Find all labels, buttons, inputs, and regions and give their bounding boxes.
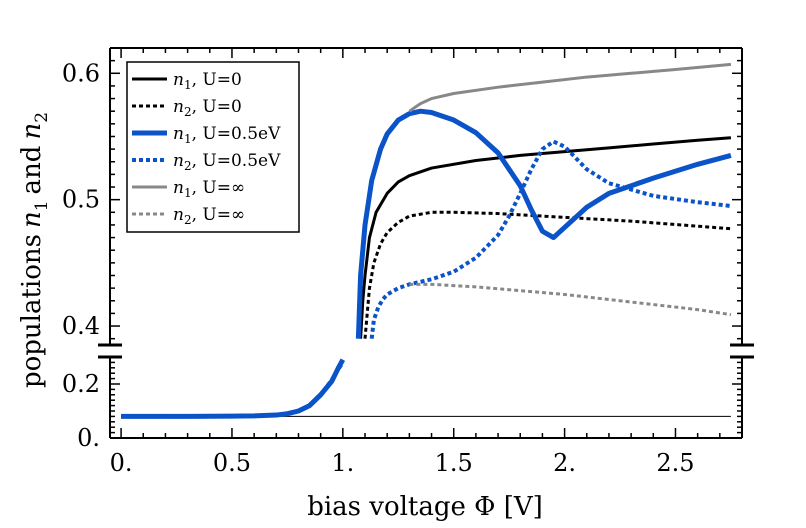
y-tick-label-lower: 0. [77,424,100,452]
series-line-2 [363,210,732,339]
legend-label-4: n2, U=0.5eV [173,151,281,173]
x-tick-label: 2. [553,449,576,477]
legend: n1, U=0 n2, U=0 n1, U=0.5eV n2, U=0.5eV n1, … [126,61,300,233]
x-tick-label: 1.5 [435,449,473,477]
legend-label-6: n2, U=∞ [173,205,245,227]
series-line-5 [408,62,732,113]
y-tick-label-upper: 0.6 [62,59,100,87]
series-line-4 [369,139,732,339]
legend-label-5: n1, U=∞ [173,178,245,200]
x-tick-label: 0. [110,449,133,477]
y-axis-title: populationsn1andn2 [17,112,52,388]
legend-label-1: n1, U=0 [173,70,242,92]
low-bias-curve-dashed [121,361,345,419]
y-tick-label-lower: 0.2 [62,370,100,398]
series-line-1 [359,136,732,339]
x-tick-label: 0.5 [213,449,251,477]
tick-labels: 0. 0.5 1. 1.5 2. 2.5 0.4 0.5 0.6 0. 0.2 [62,59,695,477]
y-axis-title-sub2: 2 [32,112,52,123]
y-axis-title-n1: n [17,211,47,228]
y-axis-title-sub1: 1 [32,200,52,211]
axes [98,47,754,439]
y-tick-label-upper: 0.5 [62,186,100,214]
legend-label-2: n2, U=0 [173,97,242,119]
y-tick-label-upper: 0.4 [62,312,100,340]
x-axis-title: bias voltage Φ [V] [307,492,543,522]
y-axis-title-n2: n [17,123,47,140]
x-tick-label: 2.5 [656,449,694,477]
legend-label-3: n1, U=0.5eV [173,124,281,146]
series-line-3 [355,108,732,339]
legend-box [126,61,300,233]
x-tick-label: 1. [331,449,354,477]
series-line-6 [409,282,732,317]
y-axis-title-part1: populations [17,234,47,388]
y-axis-title-and: and [17,146,47,195]
